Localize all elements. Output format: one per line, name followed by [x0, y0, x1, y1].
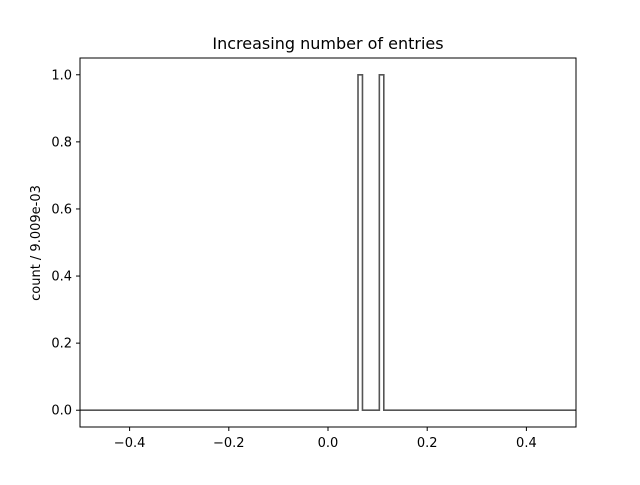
y-tick-label: 0.0 [51, 404, 72, 419]
y-axis-ticks: 0.0 0.2 0.4 0.6 0.8 1.0 [51, 68, 80, 419]
y-tick-label: 0.8 [51, 135, 72, 150]
chart-title: Increasing number of entries [212, 34, 443, 53]
x-tick-label: 0.4 [516, 436, 537, 451]
x-tick-label: −0.4 [114, 436, 146, 451]
x-tick-label: 0.0 [318, 436, 339, 451]
histogram-step-line [80, 73, 576, 412]
y-tick-label: 0.2 [51, 337, 72, 352]
x-axis-ticks: −0.4 −0.2 0.0 0.2 0.4 [114, 427, 537, 451]
y-tick-label: 0.4 [51, 270, 72, 285]
x-tick-label: 0.2 [417, 436, 438, 451]
x-tick-label: −0.2 [213, 436, 245, 451]
plot-area [80, 73, 576, 412]
plot-frame [79, 57, 577, 428]
y-tick-label: 1.0 [51, 68, 72, 83]
y-tick-label: 0.6 [51, 202, 72, 217]
y-axis-label: count / 9.009e-03 [29, 185, 44, 301]
